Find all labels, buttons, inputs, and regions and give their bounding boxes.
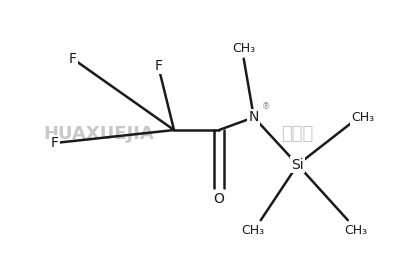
Text: N: N bbox=[248, 110, 259, 124]
Text: F: F bbox=[51, 136, 59, 150]
Text: F: F bbox=[69, 52, 77, 66]
Text: ®: ® bbox=[262, 102, 270, 111]
Text: CH₃: CH₃ bbox=[352, 111, 375, 124]
Text: HUAXUEJIA: HUAXUEJIA bbox=[43, 125, 154, 143]
Text: CH₃: CH₃ bbox=[241, 224, 264, 237]
Text: 化学加: 化学加 bbox=[281, 125, 313, 143]
Text: O: O bbox=[213, 192, 224, 206]
Text: CH₃: CH₃ bbox=[232, 42, 255, 55]
Text: CH₃: CH₃ bbox=[344, 224, 368, 237]
Text: F: F bbox=[154, 59, 162, 73]
Text: Si: Si bbox=[291, 158, 304, 172]
